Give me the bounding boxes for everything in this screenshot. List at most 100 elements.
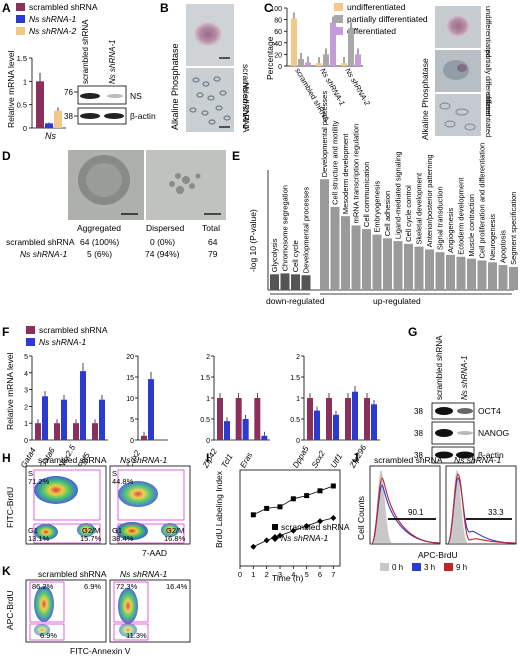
panel-e-term: Angiogenesis (446, 208, 455, 253)
panel-f-ytick-label: 2 (296, 354, 300, 361)
panel-i-point-sh1 (277, 532, 283, 539)
flow-k1-bl: 6.9% (40, 631, 57, 640)
panel-k-ylabel: APC-BrdU (5, 590, 15, 630)
panel-c-ytick-label: 100 (270, 6, 282, 13)
panel-f-ytick-label: 0 (130, 438, 134, 445)
panel-e-term: Signal transduction (436, 186, 445, 250)
panel-e-term: Cell proliferation and differentiation (478, 143, 487, 259)
flow-h1-g1-cluster (34, 524, 58, 540)
panel-i-point-sh1 (263, 537, 270, 544)
blot-g-actin-band-1 (435, 451, 453, 459)
panel-a-bar (54, 110, 62, 128)
panel-f-bar (364, 398, 370, 440)
panel-f-ytick-label: 1.5 (290, 375, 300, 382)
hist-j1-0h (372, 470, 392, 543)
panel-e-bar (498, 265, 508, 290)
panel-d-row1-name: scrambled shRNA (6, 237, 75, 247)
panel-c-bar (348, 28, 354, 66)
panel-f-bar (307, 398, 313, 440)
panel-e-term: Neurogenesis (488, 214, 497, 261)
panel-e-down: down-regulated (266, 296, 325, 306)
blot-a-row-ns: NS (130, 91, 142, 101)
legend-swatch-sh1 (16, 15, 25, 23)
panel-b-row-1: scrambled shRNA (241, 64, 251, 133)
panel-c-category: Ns shRNA-2 (343, 67, 372, 108)
panel-f-ytick-label: 20 (126, 354, 134, 361)
legend-swatch-sh2 (16, 27, 25, 35)
panel-e-bar (393, 241, 403, 290)
panel-g: G scrambled shRNA Ns shRNA-1 OCT4 38 NAN… (408, 325, 509, 464)
panel-c-ytick-label: 40 (274, 41, 282, 48)
blot-a-actin-band-2 (104, 113, 124, 119)
blot-g-oct4-band-1 (435, 407, 453, 415)
panel-label-d: D (2, 149, 11, 163)
panel-d-dispersed-cells (169, 173, 201, 194)
panel-e-term: Apoptosis (499, 230, 508, 263)
panel-f-bar (333, 414, 339, 440)
panel-e-term: Anterior/posterior patterning (425, 154, 434, 247)
panel-label-e: E (232, 149, 240, 163)
panel-d-row2-agg: 5 (6%) (87, 249, 112, 259)
panel-f-gene: Sox2 (310, 449, 327, 470)
panel-i-point-sh1 (250, 543, 257, 550)
panel-e-bar (446, 254, 455, 290)
panel-e-bar (341, 216, 350, 290)
flow-h1-g1-val: 13.1% (28, 534, 50, 543)
hist-j1-9h (371, 477, 441, 544)
panel-f-bar (35, 423, 41, 440)
panel-label-f: F (2, 325, 9, 339)
panel-e-term: Cell structure and motility (331, 120, 340, 204)
panel-e-term: Developmental processes (320, 91, 329, 178)
panel-k: K scrambled shRNA Ns shRNA-1 APC-BrdU 86… (2, 564, 191, 656)
panel-e-bar (456, 256, 466, 290)
legend-j-0h: 0 h (392, 563, 403, 572)
panel-c-bar (298, 59, 304, 66)
panel-f-bar (141, 435, 147, 440)
panel-f-ytick-label: 3 (24, 388, 28, 395)
panel-label-j: J (352, 451, 359, 465)
blot-a-row-actin: β-actin (130, 111, 156, 121)
panel-b-ap-colony (194, 22, 222, 46)
legend-f-swatch-1 (26, 326, 35, 334)
panel-f-ytick-label: 2 (24, 404, 28, 411)
panel-i-xlabel: Time (h) (272, 573, 303, 583)
panel-f-bar (254, 398, 261, 440)
legend-c-swatch-1 (334, 3, 343, 11)
panel-f-bar (345, 398, 351, 440)
panel-c-side-1: undifferentiated (484, 6, 493, 58)
panel-c-ylabel: Percentage (265, 36, 275, 80)
panel-e-term: Cell cycle control (404, 185, 413, 242)
panel-f-bar (326, 398, 332, 440)
panel-j-xlabel: APC-BrdU (418, 550, 458, 560)
panel-i-xtick-label: 6 (318, 570, 322, 579)
legend-c-swatch-3 (334, 27, 343, 35)
panel-e-term: Ectoderm development (457, 177, 466, 255)
legend-i-diamond (271, 534, 279, 542)
blot-g-row-actin: β-actin (478, 450, 504, 460)
panel-label-c: C (264, 1, 273, 15)
panel-f-bar (352, 391, 358, 440)
panel-i-point-scrambled (317, 488, 323, 494)
panel-i-point-scrambled (264, 505, 270, 511)
legend-j-swatch-9h (444, 563, 453, 571)
panel-e-term: Developmental processes (302, 187, 311, 274)
panel-k-xlabel: FITC-Annexin V (70, 646, 131, 656)
flow-h2-g1-cluster (116, 522, 148, 540)
panel-e-term: mRNA transcription regulation (352, 124, 361, 224)
blot-g-lane-1: scrambled shRNA (435, 335, 444, 400)
panel-h-ylabel: FITC-BrdU (5, 487, 15, 528)
blot-a-lane-1: scrambled shRNA (81, 19, 90, 84)
panel-f-ytick-label: 1 (206, 396, 210, 403)
panel-f-ytick-label: 2 (206, 354, 210, 361)
panel-f-bar (261, 435, 268, 440)
panel-f-bar (92, 423, 98, 440)
panel-i-xtick-label: 1 (251, 570, 255, 579)
flow-k1-tl: 86.2% (32, 582, 54, 591)
blot-g-row-nanog: NANOG (478, 428, 509, 438)
panel-e-term: Cell communication (362, 162, 371, 227)
panel-h-xlabel: 7-AAD (142, 548, 167, 558)
panel-a-ytick-label: 1 (23, 77, 27, 86)
panel-d-header-total: Total (202, 223, 220, 233)
